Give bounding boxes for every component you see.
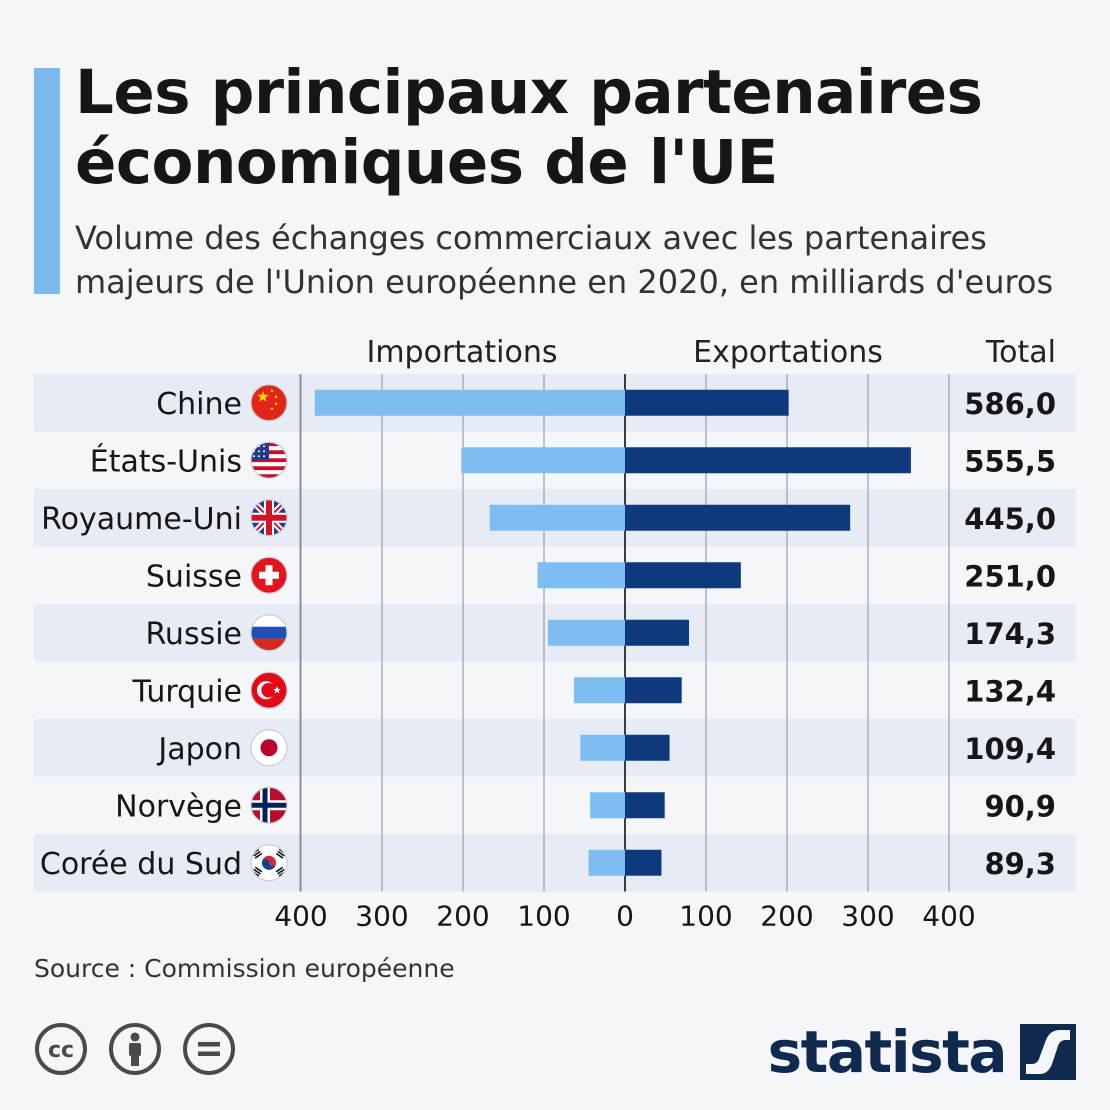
flag-japan-icon	[250, 729, 288, 767]
export-bar	[625, 677, 682, 704]
import-bar	[548, 619, 625, 646]
flag-china-icon	[250, 384, 288, 422]
import-bar	[590, 792, 625, 819]
country-label: Royaume-Uni	[41, 502, 242, 537]
flag-usa-icon	[250, 441, 288, 479]
statista-brand[interactable]: statista	[768, 1018, 1076, 1086]
country-label: États-Unis	[90, 443, 242, 479]
totals-header: Total	[985, 335, 1056, 370]
import-bar	[588, 849, 625, 876]
exports-header: Exportations	[693, 335, 883, 370]
x-tick-label: 300	[355, 900, 408, 933]
export-bar	[625, 734, 670, 761]
export-bar	[625, 619, 689, 646]
row-labels: Chine États-Unis Royaume-Uni Suisse Russie Tu…	[40, 387, 242, 882]
title-accent-bar	[34, 68, 60, 294]
country-label: Turquie	[132, 674, 242, 709]
total-value: 555,5	[964, 444, 1056, 478]
x-tick-label: 400	[274, 900, 327, 933]
row-background	[34, 661, 1076, 719]
flag-turkey-icon	[250, 671, 288, 709]
country-label: Russie	[145, 617, 242, 652]
totals: 586,0 555,5 445,0 251,0 174,3 132,4 109,4 90,9 8…	[964, 387, 1056, 881]
row-background	[34, 719, 1076, 777]
import-bar	[461, 447, 625, 474]
imports-header: Importations	[366, 335, 557, 370]
export-bar	[625, 447, 911, 474]
total-value: 251,0	[964, 559, 1056, 593]
creative-commons-icon[interactable]: cc	[34, 1022, 88, 1076]
x-tick-label: 100	[517, 900, 570, 933]
statista-logo-icon	[1020, 1024, 1076, 1080]
country-label: Corée du Sud	[40, 847, 242, 882]
x-tick-label: 200	[436, 900, 489, 933]
import-bar	[489, 504, 625, 531]
x-tick-label: 0	[616, 900, 634, 933]
import-bar	[580, 734, 625, 761]
flag-norway-icon	[250, 786, 288, 824]
flag-russia-icon	[250, 614, 288, 652]
export-bar	[625, 504, 851, 531]
total-value: 132,4	[964, 674, 1056, 708]
no-derivatives-icon[interactable]	[182, 1022, 236, 1076]
row-background	[34, 834, 1076, 892]
total-value: 89,3	[984, 847, 1056, 881]
x-tick-label: 100	[679, 900, 732, 933]
import-bar	[314, 389, 625, 416]
total-value: 90,9	[984, 789, 1056, 823]
x-tick-label: 200	[760, 900, 813, 933]
import-bar	[573, 677, 625, 704]
row-background	[34, 776, 1076, 834]
attribution-icon[interactable]	[108, 1022, 162, 1076]
country-label: Suisse	[146, 559, 242, 594]
country-label: Norvège	[115, 789, 242, 824]
flags	[250, 384, 288, 882]
x-axis-ticks: 400 300 200 100 0 100 200 300 400	[274, 900, 975, 933]
export-bar	[625, 792, 665, 819]
flag-uk-icon	[250, 499, 288, 537]
bars	[314, 389, 911, 876]
export-bar	[625, 562, 741, 589]
chart-subtitle: Volume des échanges commerciaux avec les…	[75, 219, 1054, 301]
export-bar	[625, 389, 789, 416]
total-value: 586,0	[964, 387, 1056, 421]
country-label: Chine	[156, 387, 242, 422]
svg-text:cc: cc	[48, 1038, 74, 1063]
export-bar	[625, 849, 662, 876]
x-tick-label: 300	[841, 900, 894, 933]
flag-switzerland-icon	[250, 556, 288, 594]
license-icons: cc	[34, 1022, 236, 1076]
trade-chart: Chine États-Unis Royaume-Uni Suisse Russie Tu…	[34, 335, 1076, 933]
brand-name: statista	[767, 1018, 1008, 1086]
total-value: 109,4	[964, 732, 1056, 766]
total-value: 445,0	[964, 502, 1056, 536]
flag-south-korea-icon	[250, 844, 288, 882]
import-bar	[537, 562, 625, 589]
chart-title: Les principaux partenaires économiques d…	[75, 57, 983, 198]
total-value: 174,3	[964, 617, 1056, 651]
x-tick-label: 400	[922, 900, 975, 933]
source-note: Source : Commission européenne	[34, 954, 455, 983]
country-label: Japon	[156, 732, 242, 767]
